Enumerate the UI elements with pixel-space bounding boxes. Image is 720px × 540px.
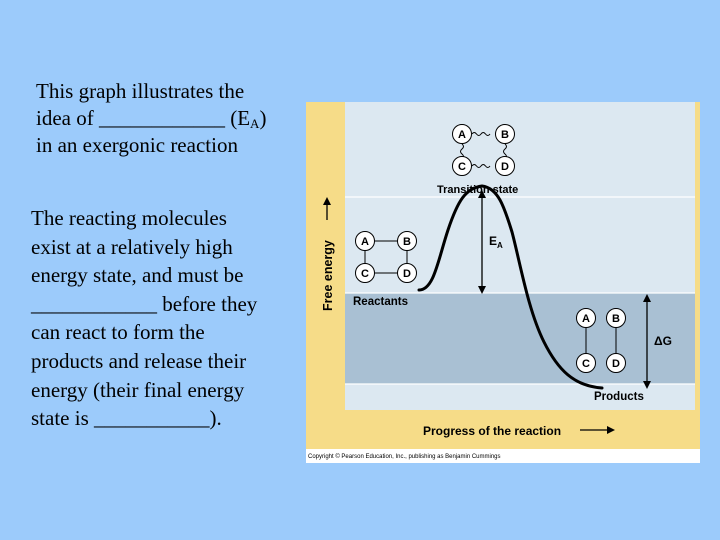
paragraph-2-line: energy state, and must be [31,263,244,288]
molecule-d-label: D [612,358,620,370]
paragraph-2-line: ____________ before they [31,291,258,316]
transition-state-molecules: A B C D [452,124,515,176]
molecule-d-label: D [501,161,509,173]
paragraph-2-line: exist at a relatively high [31,234,233,259]
paragraph-2-line: energy (their final energy [31,377,245,402]
energy-diagram-figure: Free energy Progress of the reaction A B… [306,102,700,463]
molecule-b [397,231,417,251]
activation-energy-label-sub: A [497,241,503,250]
partial-bond [471,132,491,136]
products-label: Products [594,391,644,403]
x-axis-label: Progress of the reaction [423,424,561,438]
molecule-b-label: B [612,313,620,325]
paragraph-2-line: can react to form the [31,320,205,345]
molecule-d [606,353,626,373]
partial-bond [471,164,491,168]
paragraph-1-line-2-end: ) [259,106,267,130]
molecule-b [495,124,515,144]
molecule-c [355,263,375,283]
delta-g-indicator: ΔG [643,294,672,389]
paragraph-2-line: The reacting molecules [31,206,227,230]
paragraph-1-subscript: A [250,116,260,131]
reactant-molecules: A B C D [355,231,417,283]
molecule-a-label: A [582,313,590,325]
description-paragraph-2: The reacting molecules exist at a relati… [31,204,301,433]
molecule-c-label: C [361,268,369,280]
delta-g-label: ΔG [654,334,672,348]
paragraph-1-line-1: This graph illustrates the [36,79,245,103]
molecule-a-label: A [361,236,369,248]
molecule-c-label: C [582,358,590,370]
activation-energy-indicator: EA [478,190,503,294]
molecule-a-label: A [458,129,466,141]
molecule-d [397,263,417,283]
molecule-c-label: C [458,161,466,173]
paragraph-1-line-2: idea of ____________ (EA) [36,105,316,132]
description-paragraph-1: This graph illustrates the idea of _____… [36,78,316,159]
reactants-label: Reactants [353,296,408,308]
paragraph-1-line-2-start: idea of ____________ (E [36,106,251,130]
copyright-notice: Copyright © Pearson Education, Inc., pub… [308,453,501,460]
molecule-d-label: D [403,268,411,280]
molecule-c [576,353,596,373]
molecule-b-label: B [403,236,411,248]
transition-state-label: Transition state [437,184,518,196]
frame-bottom [345,410,695,449]
molecule-a [576,308,596,328]
baseline-band [345,384,695,410]
energy-curve [417,184,604,390]
paragraph-2-line: products and release their [31,348,247,373]
paragraph-2-line: state is ___________). [31,406,222,431]
product-molecules: A B C D [576,308,626,373]
molecule-c [452,156,472,176]
paragraph-1-line-3: in an exergonic reaction [36,133,238,157]
y-axis: Free energy [321,197,335,311]
molecule-a [452,124,472,144]
energy-diagram: Free energy Progress of the reaction A B… [306,102,700,460]
frame-left [306,102,345,449]
molecule-b-label: B [501,129,509,141]
molecule-a [355,231,375,251]
x-axis: Progress of the reaction [423,424,615,438]
frame-right [695,102,700,449]
y-axis-label: Free energy [321,240,335,311]
molecule-b [606,308,626,328]
activation-energy-label: EA [489,234,503,250]
lower-energy-band [345,293,695,384]
activation-energy-label-main: E [489,234,497,248]
molecule-d [495,156,515,176]
